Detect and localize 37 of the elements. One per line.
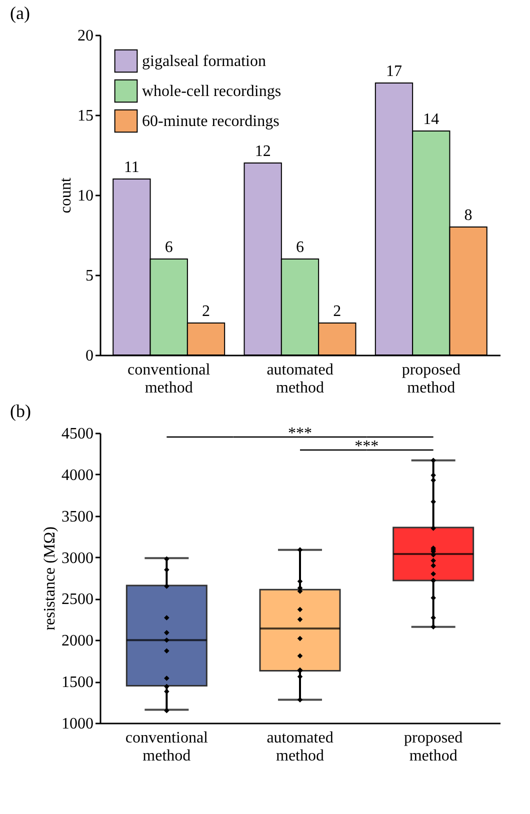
annotation: *** (354, 438, 379, 455)
y-tick-label: 4000 (62, 466, 94, 484)
y-tick-label: 1000 (62, 716, 94, 732)
y-tick-label: 3500 (62, 508, 94, 526)
y-tick-label: 4500 (62, 426, 94, 442)
y-tick-label: 0 (86, 348, 94, 364)
y-tick-label: 5 (86, 268, 94, 284)
legend-label: gigalseal formation (142, 53, 266, 70)
legend-label: whole-cell recordings (142, 83, 282, 100)
x-tick-label: proposed method (402, 362, 460, 396)
y-tick-label: 20 (78, 28, 94, 44)
y-axis-title: resistance (MΩ) (42, 526, 58, 630)
y-tick-label: 3000 (62, 550, 94, 567)
x-tick-label: conventional method (125, 730, 209, 764)
data-label: 12 (254, 143, 271, 160)
chart-title: (a) (10, 3, 30, 23)
legend-label: 60-minute recordings (142, 113, 280, 130)
data-label: 2 (333, 303, 342, 320)
data-label: 14 (423, 111, 440, 128)
y-tick-label: 2000 (62, 632, 94, 650)
y-axis-title: count (58, 177, 74, 214)
x-tick-label: automated method (266, 730, 334, 764)
x-tick-label: conventional method (128, 362, 211, 396)
data-label: 11 (124, 159, 140, 176)
y-tick-label: 1500 (62, 674, 94, 692)
y-tick-label: 10 (78, 188, 94, 204)
x-tick-label: proposed method (404, 730, 463, 764)
chart-title: (b) (10, 401, 31, 421)
x-tick-label: automated method (266, 362, 334, 396)
y-tick-label: 15 (78, 108, 94, 124)
data-label: 2 (202, 303, 210, 320)
y-tick-label: 2500 (62, 591, 94, 608)
data-label: 17 (386, 63, 402, 80)
data-label: 6 (296, 239, 304, 256)
annotation: *** (288, 425, 312, 442)
data-label: 8 (464, 207, 472, 224)
data-label: 6 (164, 239, 173, 256)
